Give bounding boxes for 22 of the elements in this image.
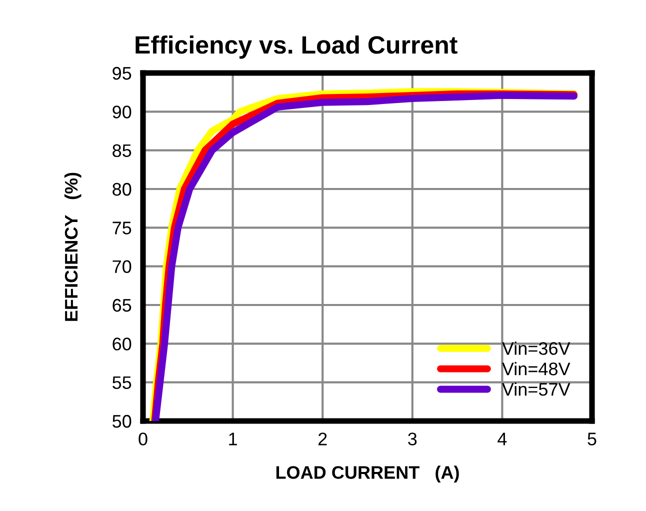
x-tick-label: 2 [318, 432, 327, 446]
x-axis-title: LOAD CURRENT (A) [276, 466, 459, 482]
x-tick-label: 4 [498, 432, 507, 446]
y-tick-label: 95 [112, 66, 132, 80]
y-tick-label: 80 [112, 182, 132, 196]
y-tick-label: 70 [112, 260, 132, 274]
y-axis-title: EFFICIENCY (%) [64, 172, 82, 321]
y-tick-label: 75 [112, 222, 132, 234]
legend-label: Vin=36V [502, 342, 570, 355]
chart-title: Efficiency vs. Load Current [136, 35, 458, 59]
legend-label: Vin=48V [502, 362, 570, 376]
x-tick-label: 0 [138, 432, 148, 446]
legend-label: Vin=57V [502, 382, 570, 396]
y-tick-label: 65 [112, 298, 132, 312]
y-tick-label: 85 [112, 144, 132, 158]
x-tick-label: 1 [229, 432, 237, 446]
y-tick-label: 60 [112, 338, 132, 350]
y-tick-label: 50 [112, 414, 132, 428]
x-tick-label: 3 [408, 432, 417, 446]
y-tick-label: 90 [112, 106, 132, 118]
x-tick-label: 5 [588, 432, 596, 446]
y-tick-label: 55 [112, 376, 132, 390]
